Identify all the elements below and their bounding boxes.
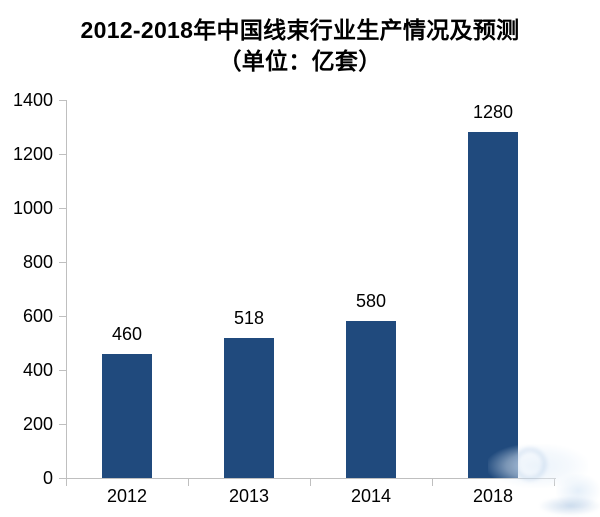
y-tick (59, 100, 66, 101)
y-tick-label: 600 (22, 306, 53, 326)
y-tick (59, 262, 66, 263)
bar-value-label: 1280 (472, 102, 514, 122)
bar (468, 132, 518, 478)
bar (346, 321, 396, 478)
bar-value-label: 460 (111, 324, 143, 344)
chart-title: 2012-2018年中国线束行业生产情况及预测 （单位：亿套） (0, 15, 600, 77)
chart-title-subtitle: （单位：亿套） (218, 48, 382, 74)
y-tick (59, 424, 66, 425)
x-tick (188, 479, 189, 486)
y-tick-label: 1000 (12, 198, 53, 218)
x-tick (432, 479, 433, 486)
y-tick-label: 800 (22, 252, 53, 272)
x-tick-label: 2018 (472, 486, 514, 506)
bar (102, 354, 152, 478)
x-tick-label: 2014 (350, 486, 392, 506)
y-tick (59, 370, 66, 371)
y-tick-label: 400 (22, 360, 53, 380)
x-tick (554, 479, 555, 486)
x-tick (310, 479, 311, 486)
bar-value-label: 518 (233, 308, 265, 328)
y-tick-label: 200 (22, 414, 53, 434)
x-tick-label: 2013 (228, 486, 270, 506)
y-tick-label: 1200 (12, 144, 53, 164)
chart-title-line1: 2012-2018年中国线束行业生产情况及预测 (80, 17, 520, 43)
x-tick (66, 479, 67, 486)
y-axis-line (66, 100, 67, 478)
y-tick (59, 478, 66, 479)
y-tick (59, 316, 66, 317)
y-tick-label: 0 (42, 468, 53, 488)
y-tick (59, 154, 66, 155)
bar (224, 338, 274, 478)
x-axis-line (66, 478, 556, 479)
y-tick (59, 208, 66, 209)
y-tick-label: 1400 (12, 90, 53, 110)
x-tick-label: 2012 (106, 486, 148, 506)
bar-value-label: 580 (355, 291, 387, 311)
